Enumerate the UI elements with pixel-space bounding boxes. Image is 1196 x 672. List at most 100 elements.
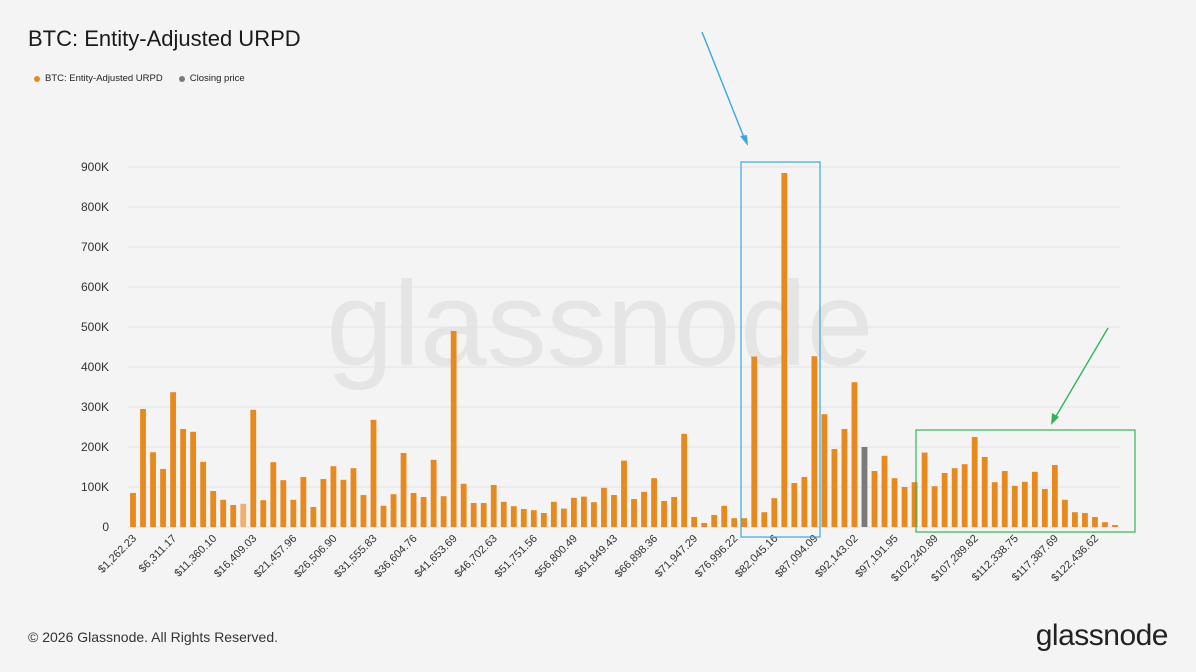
- urpd-bar[interactable]: [310, 507, 317, 527]
- urpd-bar[interactable]: [781, 173, 788, 527]
- urpd-bar[interactable]: [641, 491, 647, 527]
- urpd-bar[interactable]: [971, 437, 978, 527]
- urpd-bar[interactable]: [721, 505, 728, 527]
- urpd-bar[interactable]: [581, 496, 587, 527]
- urpd-bar[interactable]: [170, 392, 176, 527]
- urpd-bar[interactable]: [871, 471, 878, 527]
- urpd-bar[interactable]: [751, 356, 758, 527]
- urpd-bar[interactable]: [370, 419, 377, 527]
- urpd-bar[interactable]: [881, 455, 888, 527]
- urpd-bar[interactable]: [140, 409, 146, 527]
- urpd-bar[interactable]: [1102, 522, 1108, 527]
- urpd-bar[interactable]: [1021, 481, 1028, 527]
- urpd-bar[interactable]: [691, 517, 698, 527]
- urpd-bar[interactable]: [631, 499, 637, 527]
- urpd-bar[interactable]: [1031, 471, 1038, 527]
- urpd-bar[interactable]: [1011, 485, 1018, 527]
- urpd-bar[interactable]: [510, 506, 517, 527]
- urpd-bar[interactable]: [360, 495, 367, 527]
- urpd-bar[interactable]: [400, 453, 407, 527]
- urpd-bar[interactable]: [260, 500, 267, 527]
- urpd-bar[interactable]: [901, 487, 908, 527]
- urpd-bar[interactable]: [671, 497, 678, 527]
- urpd-bar[interactable]: [250, 409, 257, 527]
- urpd-bar[interactable]: [661, 501, 667, 527]
- urpd-bar[interactable]: [390, 494, 397, 527]
- urpd-bar[interactable]: [761, 512, 768, 527]
- urpd-bar[interactable]: [591, 502, 597, 527]
- closing-price-bar[interactable]: [861, 447, 868, 527]
- urpd-bar[interactable]: [300, 477, 307, 527]
- urpd-bar[interactable]: [601, 487, 607, 527]
- urpd-bar[interactable]: [961, 464, 968, 527]
- urpd-bar[interactable]: [651, 478, 657, 527]
- legend-item-closing[interactable]: Closing price: [178, 73, 245, 84]
- urpd-bar[interactable]: [1061, 499, 1068, 527]
- urpd-bar[interactable]: [160, 469, 166, 527]
- urpd-bar[interactable]: [791, 483, 798, 527]
- urpd-bar[interactable]: [420, 497, 427, 527]
- urpd-bar[interactable]: [711, 515, 718, 527]
- urpd-bar[interactable]: [180, 429, 187, 527]
- legend-item-urpd[interactable]: BTC: Entity-Adjusted URPD: [34, 73, 163, 84]
- urpd-bar[interactable]: [480, 503, 487, 527]
- urpd-bar[interactable]: [380, 505, 387, 527]
- urpd-bar[interactable]: [240, 503, 247, 527]
- urpd-bar[interactable]: [450, 331, 457, 527]
- urpd-bar[interactable]: [330, 466, 337, 527]
- urpd-bar[interactable]: [681, 433, 688, 527]
- urpd-bar[interactable]: [811, 356, 818, 527]
- urpd-bar[interactable]: [150, 452, 156, 527]
- urpd-bar[interactable]: [911, 482, 918, 527]
- urpd-bar[interactable]: [320, 479, 327, 527]
- urpd-bar[interactable]: [220, 499, 227, 527]
- urpd-bar[interactable]: [701, 523, 708, 527]
- urpd-bar[interactable]: [500, 501, 507, 527]
- urpd-bar[interactable]: [921, 452, 928, 527]
- urpd-bar[interactable]: [831, 449, 838, 527]
- urpd-bar[interactable]: [550, 501, 557, 527]
- urpd-bar[interactable]: [941, 473, 948, 527]
- urpd-bar[interactable]: [821, 414, 828, 527]
- urpd-bar[interactable]: [1092, 517, 1098, 527]
- urpd-bar[interactable]: [520, 509, 527, 527]
- urpd-bar[interactable]: [1051, 465, 1058, 527]
- urpd-bar[interactable]: [991, 482, 998, 527]
- urpd-bar[interactable]: [1112, 525, 1118, 527]
- urpd-bar[interactable]: [290, 499, 297, 527]
- urpd-bar[interactable]: [891, 478, 898, 527]
- urpd-bar[interactable]: [1082, 513, 1088, 527]
- urpd-bar[interactable]: [340, 479, 347, 527]
- urpd-bar[interactable]: [981, 457, 988, 527]
- urpd-bar[interactable]: [210, 491, 217, 527]
- urpd-bar[interactable]: [470, 503, 477, 527]
- urpd-bar[interactable]: [741, 518, 748, 527]
- urpd-bar[interactable]: [851, 382, 858, 527]
- urpd-bar[interactable]: [621, 460, 627, 527]
- urpd-bar[interactable]: [570, 497, 577, 527]
- urpd-bar[interactable]: [611, 495, 617, 527]
- urpd-bar[interactable]: [270, 462, 277, 527]
- urpd-bar[interactable]: [350, 468, 357, 527]
- urpd-bar[interactable]: [230, 505, 237, 527]
- urpd-bar[interactable]: [540, 513, 547, 527]
- urpd-bar[interactable]: [951, 468, 958, 527]
- urpd-bar[interactable]: [1041, 489, 1048, 527]
- urpd-bar[interactable]: [490, 485, 497, 527]
- urpd-bar[interactable]: [1072, 512, 1078, 527]
- urpd-bar[interactable]: [190, 431, 197, 527]
- urpd-bar[interactable]: [280, 480, 287, 527]
- urpd-bar[interactable]: [440, 496, 447, 527]
- urpd-bar[interactable]: [1001, 471, 1008, 527]
- urpd-bar[interactable]: [771, 498, 778, 527]
- urpd-bar[interactable]: [530, 510, 537, 527]
- urpd-bar[interactable]: [130, 493, 136, 527]
- urpd-bar[interactable]: [410, 493, 417, 527]
- urpd-bar[interactable]: [430, 459, 437, 527]
- urpd-bar[interactable]: [841, 429, 848, 527]
- urpd-bar[interactable]: [731, 518, 738, 527]
- urpd-bar[interactable]: [200, 461, 207, 527]
- urpd-bar[interactable]: [460, 483, 467, 527]
- urpd-bar[interactable]: [801, 477, 808, 527]
- urpd-bar[interactable]: [560, 508, 567, 527]
